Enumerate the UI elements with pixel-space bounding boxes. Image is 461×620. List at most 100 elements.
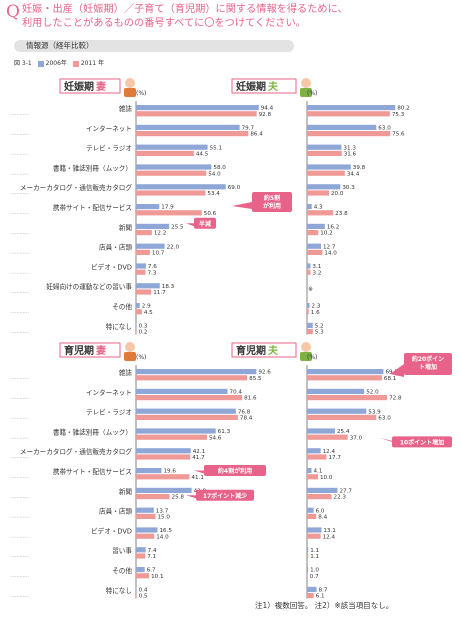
panel-2-value-label: 4.3 (314, 205, 323, 211)
panel-3-bar-2006 (136, 507, 154, 513)
panel-1-value-label: 12.2 (154, 231, 166, 237)
panel-1-callout-text-line2: が利用 (263, 202, 281, 210)
panel-3-bar-2006 (136, 586, 137, 592)
panel-3-row-leader: ............ (10, 434, 29, 440)
panel-3-bar-2006 (136, 448, 191, 454)
panel-1-callout-pointer (232, 202, 252, 209)
panel-4-value-label: 0.7 (310, 574, 319, 580)
panel-4-person-icon-head (301, 342, 311, 352)
panel-1-person-icon-head (125, 78, 135, 88)
panel-4-title-main: 育児期 (236, 344, 266, 357)
panel-1-callout-pointer (186, 223, 194, 227)
panel-1-unit: (%) (136, 90, 146, 97)
panel-4-unit: (%) (307, 354, 317, 361)
panel-4-callout-pointer (380, 437, 392, 442)
panel-2-value-label: 5.2 (315, 324, 324, 330)
panel-2-value-label: 12.7 (323, 244, 336, 250)
panel-4-bar-2011 (307, 553, 309, 559)
panel-3-value-label: 42.1 (193, 449, 206, 455)
panel-4-title-role: 夫 (267, 344, 279, 357)
panel-4-bar-2006 (307, 487, 338, 493)
panel-3-row-leader: ............ (10, 573, 29, 579)
legend-swatch-2006 (37, 60, 44, 67)
panel-4-bar-2006 (307, 547, 309, 553)
panel-1-title-role: 妻 (96, 80, 106, 93)
panel-2-bar-2006 (307, 144, 342, 150)
panel-2-value-label: 63.0 (378, 126, 391, 132)
panel-3-row-leader: ............ (10, 395, 29, 401)
panel-4-title-box (231, 342, 297, 358)
panel-1-bar-2006 (136, 303, 140, 309)
panel-3-callout-box (196, 489, 254, 501)
panel-3-row-leader: ............ (10, 474, 29, 480)
panel-4-bar-2011 (307, 573, 308, 579)
panel-4-bar-2011 (307, 474, 318, 480)
panel-1-value-label: 2.9 (142, 304, 151, 310)
panel-1-bar-2011 (136, 190, 206, 196)
panel-1-category-label: メーカーカタログ・通信販売カタログ (20, 183, 132, 192)
panel-2-value-label: 3.1 (312, 264, 321, 270)
panel-2-title-main: 妊娠期 (236, 80, 266, 93)
panel-4-value-label: 17.7 (328, 455, 341, 461)
panel-3-bar-2011 (136, 513, 156, 519)
panel-3-title-role: 妻 (96, 344, 106, 357)
panel-2-value-label: 20.0 (331, 191, 344, 197)
panel-1-value-label: 44.5 (196, 152, 209, 158)
panel-2-na-marker: ※ (308, 286, 313, 293)
panel-1-value-label: 22.0 (167, 244, 180, 250)
panel-1-bar-2011 (136, 329, 137, 335)
panel-1-value-label: 7.3 (147, 270, 156, 276)
panel-1-title-box (59, 78, 121, 94)
panel-2-bar-2011 (307, 131, 391, 137)
panel-3-row-leader: ............ (10, 533, 29, 539)
panel-3-bar-2006 (136, 468, 162, 474)
legend-swatch-2011 (72, 60, 79, 67)
panel-3-value-label: 54.6 (209, 435, 222, 441)
panel-4-bar-2011 (307, 513, 317, 519)
panel-3-category-label: 特になし (106, 586, 132, 595)
panel-4-value-label: 13.1 (323, 528, 336, 534)
panel-1-value-label: 92.8 (259, 112, 272, 118)
panel-3-row-leader: ............ (10, 553, 29, 559)
panel-2-bar-2006 (307, 164, 351, 170)
panel-3-row-leader: ............ (10, 593, 29, 599)
panel-4-bar-2006 (307, 586, 317, 592)
footnote: 注1）複数回答。 注2）※該当項目なし。 (255, 601, 394, 610)
legend: 図 3-1 2006年 2011 年 (14, 58, 104, 67)
panel-2-title-box (231, 78, 297, 94)
panel-1-callout-text: 半減 (199, 220, 211, 228)
panel-3-value-label: 85.5 (249, 376, 262, 382)
panel-4-bar-2006 (307, 408, 367, 414)
panel-3-value-label: 70.4 (230, 390, 243, 396)
panel-1-value-label: 4.5 (144, 310, 153, 316)
panel-3-bar-2006 (136, 527, 158, 533)
panel-3-callout-text: 17ポイント減少 (203, 492, 247, 500)
panel-1-value-label: 17.9 (161, 205, 174, 211)
panel-1-value-label: 11.7 (153, 290, 166, 296)
panel-1-bar-2011 (136, 131, 249, 137)
panel-4-bar-2011 (307, 395, 388, 401)
panel-1-bar-2011 (136, 230, 152, 236)
panel-4-bar-2006 (307, 369, 384, 375)
panel-3-person-icon-body (124, 352, 136, 361)
panel-1-value-label: 0.2 (139, 330, 148, 336)
panel-1-row-leader: ............ (10, 329, 29, 335)
panel-2-value-label: 39.8 (353, 165, 366, 171)
panel-3-callout-pointer (194, 470, 204, 474)
panel-1-row-leader: ............ (10, 269, 29, 275)
panel-1-bar-2006 (136, 144, 208, 150)
panel-1-value-label: 25.5 (171, 225, 184, 231)
panel-3-category-label: 習い事 (112, 546, 132, 555)
panel-3-category-label: その他 (112, 566, 132, 575)
panel-3-row-leader: ............ (10, 415, 29, 421)
panel-1-category-label: インターネット (86, 124, 132, 133)
panel-3-value-label: 92.6 (258, 370, 271, 376)
panel-1-bar-2006 (136, 223, 170, 229)
panel-2-bar-2011 (307, 190, 329, 196)
panel-3-bar-2006 (136, 408, 236, 414)
panel-4-value-label: 63.0 (378, 416, 391, 422)
panel-3-bar-2011 (136, 395, 243, 401)
panel-3-category-label: テレビ・ラジオ (86, 408, 132, 417)
panel-3-value-label: 7.4 (148, 548, 157, 554)
